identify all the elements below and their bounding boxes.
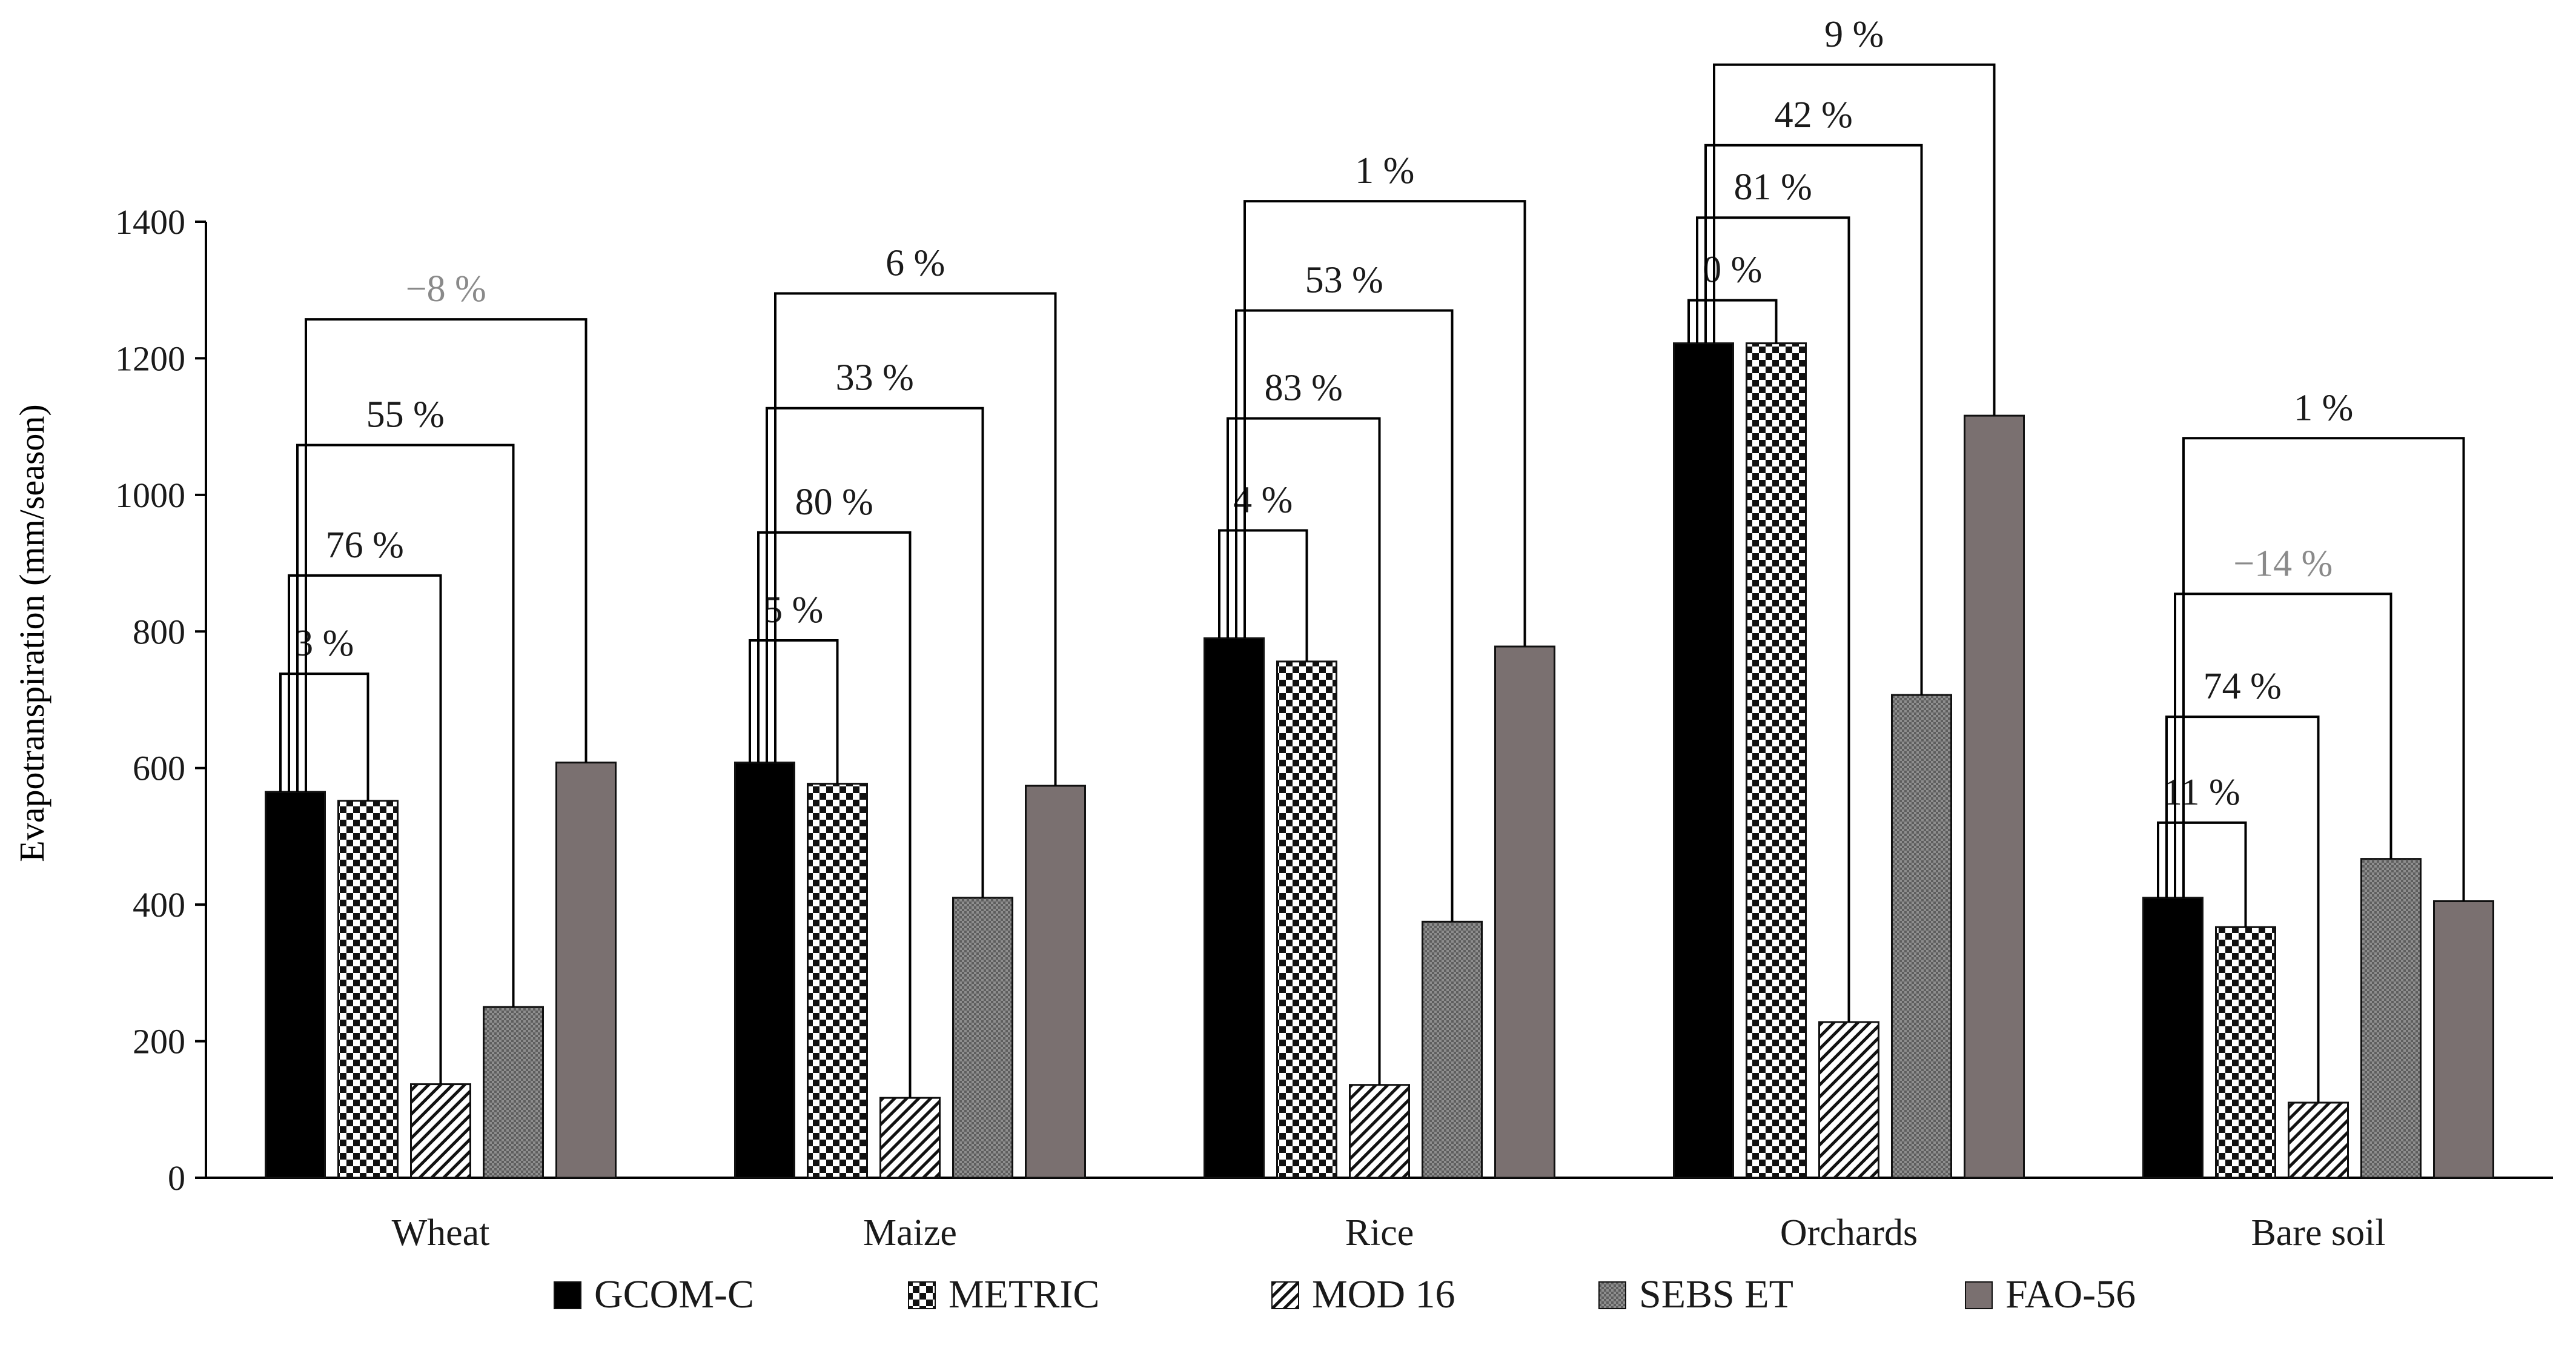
bar <box>265 791 326 1179</box>
bars <box>265 342 2494 1179</box>
x-tick-label: Orchards <box>1780 1212 1918 1253</box>
comparison-bracket <box>288 574 442 1084</box>
comparison-bracket <box>279 672 369 801</box>
bar <box>2433 900 2494 1179</box>
bar <box>879 1097 941 1179</box>
percent-difference-label: 53 % <box>1305 260 1383 301</box>
comparison-bracket <box>2182 437 2465 901</box>
bar <box>1276 660 1337 1179</box>
y-tick-label: 400 <box>133 885 185 925</box>
bar <box>1422 920 1483 1179</box>
comparison-bracket <box>1713 63 1996 416</box>
percent-difference-label: 55 % <box>366 394 445 436</box>
comparison-bracket <box>1243 200 1526 647</box>
percent-difference-label: 6 % <box>886 242 945 284</box>
comparison-bracket <box>1704 144 1923 696</box>
y-tick-label: 200 <box>133 1022 185 1061</box>
comparison-bracket <box>1227 417 1381 1085</box>
bar <box>2360 858 2422 1179</box>
bar <box>807 783 868 1179</box>
x-tick-label: Bare soil <box>2251 1212 2385 1253</box>
y-tick-label: 1000 <box>115 476 185 515</box>
y-tick-label: 600 <box>133 749 185 788</box>
comparison-bracket <box>1235 309 1454 922</box>
comparison-bracket <box>2165 716 2320 1103</box>
bar <box>1204 637 1265 1179</box>
bar <box>1891 694 1952 1179</box>
percent-difference-label: −14 % <box>2233 543 2333 584</box>
percent-difference-label: 83 % <box>1265 368 1343 409</box>
legend-label: SEBS ET <box>1639 1272 1793 1316</box>
legend: GCOM-C METRIC MOD 16 SEBS ET FAO-56 <box>554 1272 2136 1316</box>
legend-swatch <box>1271 1281 1299 1309</box>
bar <box>1025 785 1086 1179</box>
percent-difference-label: −8 % <box>406 268 486 310</box>
bar <box>1349 1084 1410 1179</box>
legend-swatch <box>1598 1281 1626 1309</box>
comparison-bracket <box>305 318 588 792</box>
bar <box>1673 342 1734 1179</box>
legend-label: METRIC <box>949 1272 1099 1316</box>
percent-difference-label: 3 % <box>294 623 354 664</box>
comparison-bracket <box>1218 529 1308 662</box>
bar <box>952 897 1013 1179</box>
legend-label: GCOM-C <box>594 1272 754 1316</box>
comparison-brackets: 3 % 76 % 55 % −8 % 5 % 80 % 33 % 6 % 4 % 83 % 53 %… <box>279 14 2465 1103</box>
comparison-bracket <box>757 531 912 1098</box>
legend-label: MOD 16 <box>1312 1272 1455 1316</box>
legend-label: FAO-56 <box>2005 1272 2136 1316</box>
axis-labels: 0 200 400 600 800 1000 1200 1400 Wheat Maize Rice O… <box>115 202 2386 1253</box>
x-tick-label: Rice <box>1345 1212 1414 1253</box>
y-tick-label: 0 <box>168 1158 185 1198</box>
comparison-bracket <box>2174 593 2392 898</box>
bar <box>1818 1021 1879 1179</box>
percent-difference-label: 76 % <box>326 525 404 566</box>
percent-difference-label: 5 % <box>764 589 823 631</box>
comparison-bracket <box>1687 299 1778 344</box>
y-tick-label: 800 <box>133 612 185 651</box>
comparison-bracket <box>766 407 984 898</box>
percent-difference-label: 4 % <box>1233 479 1293 520</box>
bar <box>410 1083 471 1179</box>
legend-swatch <box>908 1281 936 1309</box>
bar <box>2215 926 2276 1179</box>
bar <box>1746 342 1807 1179</box>
legend-swatch <box>554 1281 581 1309</box>
comparison-bracket <box>1696 216 1850 1023</box>
bar <box>2288 1101 2349 1179</box>
comparison-bracket <box>296 443 515 1008</box>
bar <box>2142 897 2204 1179</box>
percent-difference-label: 33 % <box>836 357 914 399</box>
x-tick-label: Maize <box>863 1212 957 1253</box>
percent-difference-label: 80 % <box>795 482 873 523</box>
bar <box>734 762 795 1179</box>
percent-difference-label: 1 % <box>2294 387 2353 428</box>
y-tick-label: 1400 <box>115 202 185 242</box>
bar <box>1494 645 1555 1179</box>
bar <box>1964 414 2025 1179</box>
y-axis-title: Evapotranspiration (mm/season) <box>12 404 51 862</box>
comparison-bracket <box>2157 821 2247 928</box>
percent-difference-label: 81 % <box>1734 167 1812 208</box>
bar <box>483 1006 544 1179</box>
percent-difference-label: 42 % <box>1775 95 1853 136</box>
bar <box>337 800 399 1179</box>
percent-difference-label: 1 % <box>1355 150 1414 191</box>
comparison-bracket <box>749 639 839 784</box>
legend-swatch <box>1965 1281 1993 1309</box>
percent-difference-label: 9 % <box>1824 14 1884 55</box>
x-tick-label: Wheat <box>392 1212 490 1253</box>
percent-difference-label: 74 % <box>2204 666 2282 707</box>
y-tick-label: 1200 <box>115 339 185 378</box>
bar <box>555 762 617 1179</box>
comparison-bracket <box>774 292 1057 786</box>
percent-difference-label: 0 % <box>1703 250 1762 291</box>
